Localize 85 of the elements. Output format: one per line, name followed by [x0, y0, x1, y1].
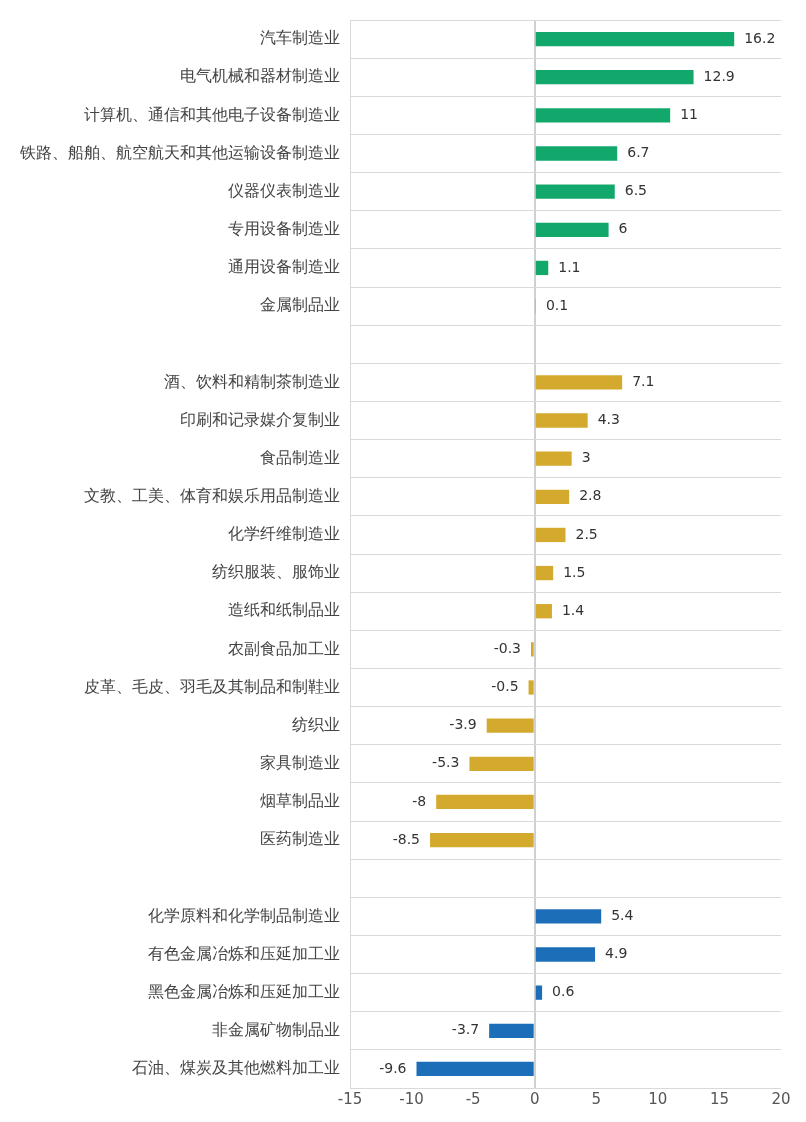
y-tick-label: 通用设备制造业 [228, 257, 340, 277]
data-label: 4.3 [597, 411, 620, 428]
x-tick-label: -10 [399, 1089, 424, 1108]
bar [531, 642, 534, 657]
data-label: -8 [412, 792, 427, 809]
bar [535, 489, 570, 504]
y-tick-label: 电气机械和器材制造业 [180, 66, 340, 86]
y-tick-label: 化学纤维制造业 [228, 524, 340, 544]
y-tick-label: 印刷和记录媒介复制业 [180, 409, 340, 429]
y-tick-label: 石油、煤炭及其他燃料加工业 [132, 1058, 340, 1078]
bar [416, 1061, 534, 1077]
data-label: 6 [618, 220, 628, 237]
data-label: 2.8 [579, 487, 602, 504]
y-tick-label: 仪器仪表制造业 [228, 180, 340, 200]
y-tick-label: 化学原料和化学制品制造业 [148, 905, 340, 925]
bar [430, 832, 534, 848]
y-tick-label: 汽车制造业 [260, 28, 340, 48]
bar [535, 413, 588, 428]
y-tick-label: 烟草制品业 [260, 791, 340, 811]
data-label: 5.4 [611, 907, 634, 923]
data-label: -5.3 [432, 754, 460, 771]
data-label: -0.3 [493, 640, 522, 656]
bar [486, 718, 534, 733]
y-tick-label: 有色金属冶炼和压延加工业 [148, 943, 340, 963]
data-label: 1.5 [563, 563, 586, 580]
bar [535, 375, 623, 390]
data-label: 12.9 [703, 67, 735, 84]
bar [535, 985, 543, 1000]
x-tick-label: -15 [337, 1089, 363, 1108]
y-tick-label: 酒、饮料和精制茶制造业 [164, 371, 340, 391]
bar [535, 70, 694, 85]
y-tick-label: 黑色金属冶炼和压延加工业 [148, 981, 340, 1001]
data-label: -8.5 [392, 830, 421, 847]
y-tick-label: 造纸和纸制品业 [228, 600, 340, 620]
y-tick-label: 纺织业 [292, 714, 340, 734]
data-label: 6.7 [627, 144, 650, 161]
bar [535, 947, 596, 962]
y-tick-label: 专用设备制造业 [228, 218, 340, 238]
data-label: 4.9 [605, 945, 628, 962]
data-label: 3 [581, 449, 591, 466]
data-label: 16.2 [744, 29, 776, 46]
x-tick-label: 15 [709, 1089, 729, 1108]
bar [528, 680, 534, 695]
y-tick-label: 纺织服装、服饰业 [212, 562, 340, 582]
x-tick-label: 0 [529, 1089, 540, 1108]
data-label: 1.4 [561, 601, 585, 618]
y-tick-label: 非金属矿物制品业 [212, 1019, 340, 1039]
x-tick-label: 10 [648, 1089, 668, 1108]
bar [535, 260, 549, 276]
bar [535, 451, 572, 466]
x-tick-label: 20 [771, 1089, 791, 1108]
data-label: 1.1 [558, 258, 581, 275]
bar [469, 756, 534, 771]
x-tick-label: -5 [465, 1089, 481, 1108]
data-label: -9.6 [379, 1059, 407, 1076]
y-tick-label: 文教、工美、体育和娱乐用品制造业 [84, 485, 340, 505]
y-tick-label: 农副食品加工业 [228, 638, 340, 658]
y-tick-label: 计算机、通信和其他电子设备制造业 [84, 104, 340, 124]
y-tick-label: 医药制造业 [260, 829, 340, 849]
bar [535, 604, 552, 619]
y-tick-label: 食品制造业 [260, 447, 340, 467]
x-tick-label: 5 [591, 1089, 602, 1108]
y-tick-label: 家具制造业 [260, 752, 340, 772]
data-label: 0.6 [552, 983, 575, 1000]
data-label: -3.9 [449, 716, 477, 733]
data-label: -0.5 [491, 678, 519, 695]
data-label: 6.5 [624, 182, 648, 199]
bar [535, 222, 609, 237]
y-tick-label: 铁路、船舶、航空航天和其他运输设备制造业 [19, 142, 340, 162]
bar [535, 31, 735, 47]
bar [489, 1023, 534, 1038]
bar [535, 146, 618, 161]
data-label: 7.1 [632, 373, 655, 389]
bar [535, 108, 671, 123]
y-tick-label: 金属制品业 [260, 295, 340, 315]
data-label: 11 [680, 106, 698, 122]
bar [535, 565, 554, 581]
bar [535, 909, 602, 924]
y-tick-label: 皮革、毛皮、羽毛及其制品和制鞋业 [84, 676, 340, 696]
data-label: 2.5 [575, 525, 598, 542]
data-label: 0.1 [545, 296, 569, 313]
bar [436, 794, 534, 810]
bar [535, 527, 566, 543]
bar [535, 184, 615, 199]
data-label: -3.7 [451, 1021, 480, 1038]
